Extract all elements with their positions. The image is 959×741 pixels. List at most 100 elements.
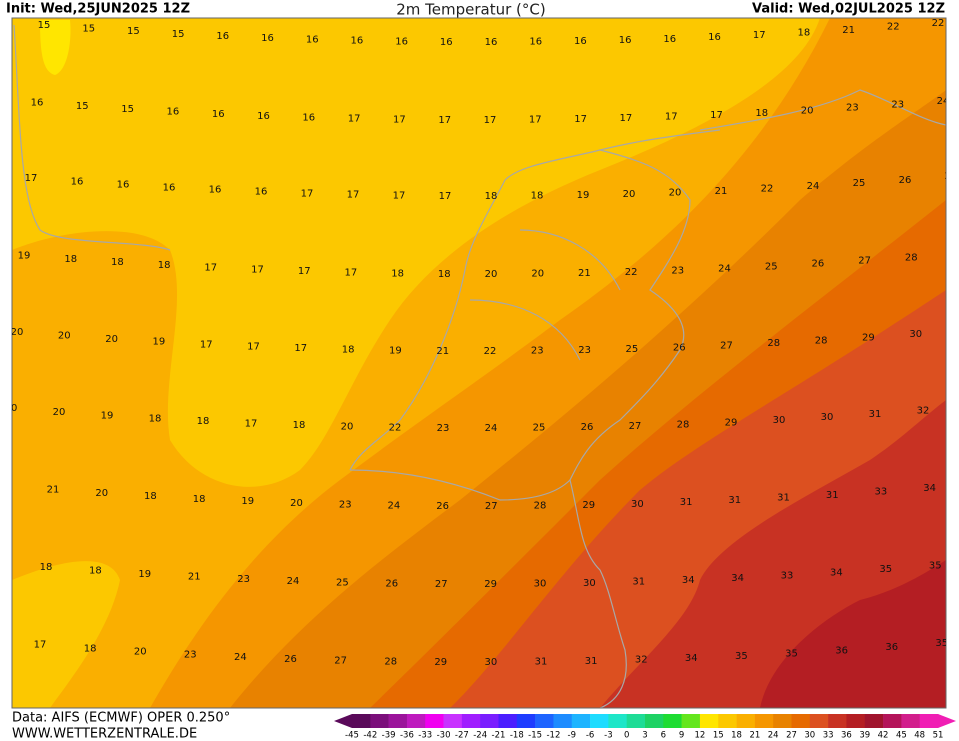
temperature-value: 17 xyxy=(200,339,213,350)
temperature-value: 31 xyxy=(585,656,598,667)
legend-swatch xyxy=(571,714,591,728)
temperature-value: 21 xyxy=(47,485,60,496)
temperature-value: 20 xyxy=(105,334,118,345)
legend-label: 12 xyxy=(695,731,706,741)
temperature-value: 23 xyxy=(891,99,904,110)
legend-swatch xyxy=(352,714,371,728)
temperature-value: 31 xyxy=(728,495,741,506)
temperature-value: 35 xyxy=(929,560,942,571)
temperature-value: 34 xyxy=(731,573,744,584)
temperature-value: 16 xyxy=(212,109,225,120)
temperature-value: 15 xyxy=(172,29,185,40)
legend-label: -39 xyxy=(382,731,396,741)
legend-swatch xyxy=(516,714,536,728)
temperature-value: 16 xyxy=(261,33,274,44)
temperature-value: 24 xyxy=(937,96,950,107)
temperature-value: 23 xyxy=(237,574,250,585)
temperature-value: 24 xyxy=(234,652,247,663)
temperature-value: 18 xyxy=(438,269,451,280)
legend-label: 48 xyxy=(914,731,925,741)
temperature-value: 30 xyxy=(485,657,498,668)
temperature-value: 34 xyxy=(830,568,843,579)
temperature-value: 18 xyxy=(89,566,102,577)
temperature-value: 16 xyxy=(574,36,587,47)
legend-swatch xyxy=(480,714,499,728)
temperature-value: 30 xyxy=(534,579,547,590)
temperature-value: 15 xyxy=(127,26,140,37)
legend-label: -33 xyxy=(418,731,432,741)
temperature-value: 28 xyxy=(384,656,397,667)
temperature-value: 25 xyxy=(853,178,866,189)
temperature-value: 24 xyxy=(287,576,300,587)
legend-swatch xyxy=(388,714,408,728)
temperature-value: 18 xyxy=(485,191,498,202)
temperature-value: 18 xyxy=(197,416,210,427)
temperature-value: 26 xyxy=(385,578,398,589)
temperature-value: 29 xyxy=(484,579,497,590)
temperature-value: 27 xyxy=(334,655,347,666)
temperature-value: 33 xyxy=(875,487,888,498)
temperature-value: 27 xyxy=(858,256,871,267)
legend-label: 24 xyxy=(768,731,779,741)
legend-label: 0 xyxy=(624,731,629,741)
legend-label: 15 xyxy=(713,731,724,741)
temperature-value: 32 xyxy=(635,655,648,666)
map-field xyxy=(12,18,946,708)
temperature-value: 22 xyxy=(484,346,497,357)
temperature-value: 16 xyxy=(619,35,632,46)
legend-swatch xyxy=(425,714,444,728)
temperature-value: 20 xyxy=(95,488,108,499)
valid-text: Valid: Wed,02JUL2025 12Z xyxy=(752,2,945,17)
temperature-value: 17 xyxy=(393,114,406,125)
legend-label: 21 xyxy=(749,731,760,741)
temperature-value: 31 xyxy=(632,577,645,588)
temperature-value: 25 xyxy=(336,577,349,588)
temperature-value: 32 xyxy=(917,405,930,416)
temperature-value: 31 xyxy=(777,493,790,504)
temperature-value: 18 xyxy=(798,28,811,39)
temperature-value: 15 xyxy=(38,20,51,31)
legend-label: 51 xyxy=(933,731,944,741)
temperature-value: 16 xyxy=(255,187,268,198)
temperature-value: 17 xyxy=(574,114,587,125)
legend-label: -21 xyxy=(492,731,506,741)
init-text: Init: Wed,25JUN2025 12Z xyxy=(6,2,190,17)
temperature-value: 17 xyxy=(348,114,361,125)
temperature-value: 17 xyxy=(298,266,311,277)
legend-arrow-low xyxy=(334,714,352,728)
temperature-value: 16 xyxy=(485,37,498,48)
temperature-value: 17 xyxy=(345,268,358,279)
temperature-value: 29 xyxy=(725,417,738,428)
temperature-value: 20 xyxy=(531,269,544,280)
legend-label: -12 xyxy=(546,731,560,741)
temperature-value: 31 xyxy=(869,409,882,420)
temperature-value: 16 xyxy=(209,185,222,196)
temperature-value: 16 xyxy=(167,107,180,118)
temperature-value: 20 xyxy=(58,330,71,341)
temperature-value: 36 xyxy=(885,642,898,653)
legend-swatch xyxy=(864,714,884,728)
temperature-value: 24 xyxy=(718,264,731,275)
temperature-value: 17 xyxy=(753,30,766,41)
legend-swatch xyxy=(590,714,609,728)
temperature-value: 18 xyxy=(144,491,157,502)
legend-label: -3 xyxy=(604,731,612,741)
temperature-value: 28 xyxy=(677,419,690,430)
legend-label: 30 xyxy=(804,731,815,741)
temperature-value: 33 xyxy=(781,571,794,582)
coastline xyxy=(13,24,946,708)
legend-label: 3 xyxy=(642,731,647,741)
temperature-value: 26 xyxy=(581,422,594,433)
temperature-value: 27 xyxy=(485,501,498,512)
legend-label: 6 xyxy=(661,731,666,741)
legend-swatch xyxy=(663,714,682,728)
legend-swatch xyxy=(901,714,920,728)
temperature-value: 20 xyxy=(11,327,24,338)
legend-swatch xyxy=(461,714,481,728)
temperature-value: 23 xyxy=(671,265,684,276)
value-labels: 15 15 15 15 16 16 16 16 16 16 16 16 16 16 16 16 17 18 21 22… xyxy=(11,18,950,668)
legend-label: 36 xyxy=(841,731,852,741)
temperature-value: 28 xyxy=(905,252,918,263)
temperature-value: 15 xyxy=(82,23,95,34)
